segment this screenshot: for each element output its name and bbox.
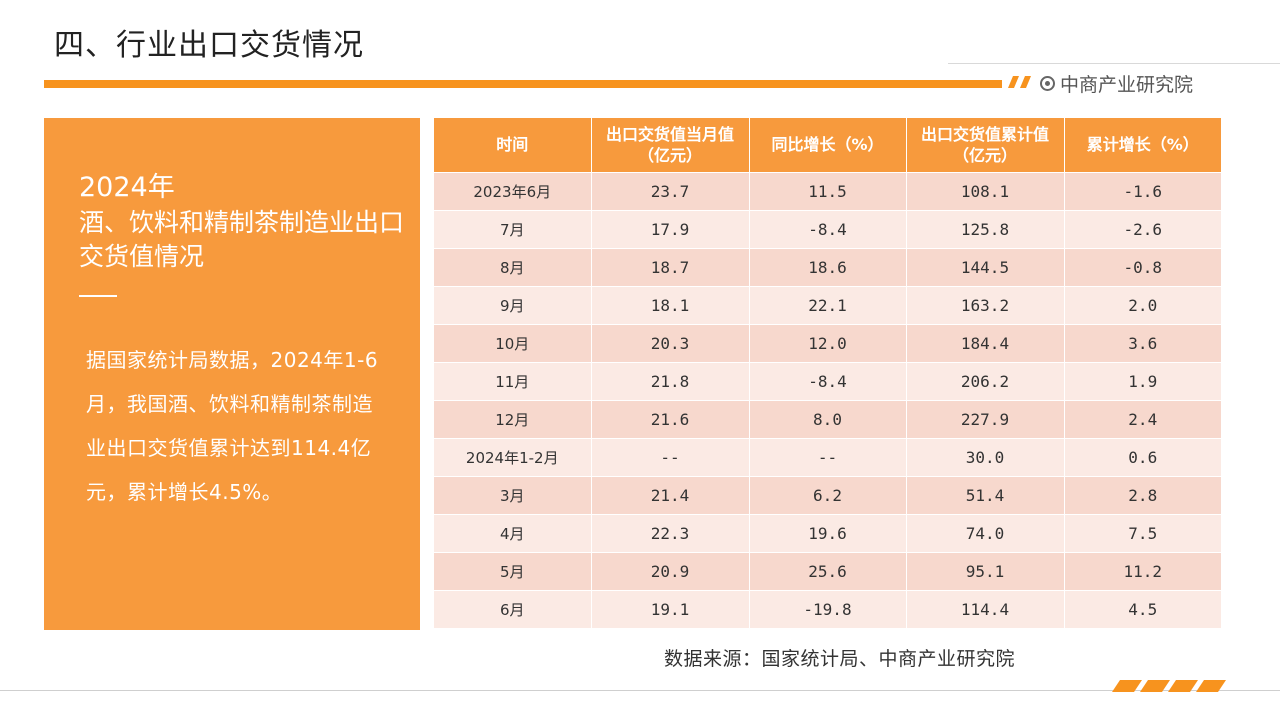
table-row: 4月 22.3 19.6 74.0 7.5: [434, 513, 1221, 552]
table-cell: 22.1: [749, 285, 907, 324]
table-cell: 18.6: [749, 247, 907, 286]
footer-divider-line: [0, 690, 1280, 691]
header-cumulative-growth: 累计增长（%）: [1064, 118, 1221, 172]
table-cell: 17.9: [591, 209, 750, 248]
summary-panel: 2024年 酒、饮料和精制茶制造业出口交货值情况 据国家统计局数据，2024年1…: [44, 118, 420, 630]
table-cell: 3月: [434, 475, 592, 514]
table-cell: 8月: [434, 247, 592, 286]
table-cell: 20.3: [591, 323, 750, 362]
page-title: 四、行业出口交货情况: [54, 28, 364, 63]
table-cell: 6月: [434, 589, 592, 628]
table-cell: 2.8: [1064, 475, 1221, 514]
table-cell: 51.4: [906, 475, 1065, 514]
table-cell: 7月: [434, 209, 592, 248]
table-cell: 19.1: [591, 589, 750, 628]
table-cell: 227.9: [906, 399, 1065, 438]
summary-body: 据国家统计局数据，2024年1-6月，我国酒、饮料和精制茶制造业出口交货值累计达…: [86, 348, 379, 504]
summary-subtitle: 酒、饮料和精制茶制造业出口交货值情况: [79, 208, 405, 271]
table-cell: -0.8: [1064, 247, 1221, 286]
header-time: 时间: [434, 118, 592, 172]
header-cumulative-value: 出口交货值累计值（亿元）: [906, 118, 1065, 172]
table-header-row: 时间 出口交货值当月值（亿元） 同比增长（%） 出口交货值累计值（亿元） 累计增…: [434, 118, 1221, 172]
table-cell: -2.6: [1064, 209, 1221, 248]
table-cell: 125.8: [906, 209, 1065, 248]
header-monthly-value: 出口交货值当月值（亿元）: [591, 118, 750, 172]
table-cell: 4月: [434, 513, 592, 552]
table-cell: 18.7: [591, 247, 750, 286]
table-cell: -19.8: [749, 589, 907, 628]
table-cell: 18.1: [591, 285, 750, 324]
table-cell: 5月: [434, 551, 592, 590]
table-cell: --: [749, 437, 907, 476]
table-cell: 21.6: [591, 399, 750, 438]
table-cell: 20.9: [591, 551, 750, 590]
table-row: 12月 21.6 8.0 227.9 2.4: [434, 399, 1221, 438]
table-cell: 144.5: [906, 247, 1065, 286]
table-cell: 2024年1-2月: [434, 437, 592, 476]
table-cell: 1.9: [1064, 361, 1221, 400]
table-cell: 206.2: [906, 361, 1065, 400]
table-cell: 10月: [434, 323, 592, 362]
summary-divider: [79, 295, 117, 297]
export-data-table: 时间 出口交货值当月值（亿元） 同比增长（%） 出口交货值累计值（亿元） 累计增…: [434, 118, 1221, 628]
header-divider-line: [948, 63, 1280, 64]
table-row: 7月 17.9 -8.4 125.8 -2.6: [434, 209, 1221, 248]
table-row: 3月 21.4 6.2 51.4 2.8: [434, 475, 1221, 514]
table-row: 2024年1-2月 -- -- 30.0 0.6: [434, 437, 1221, 476]
table-cell: 95.1: [906, 551, 1065, 590]
summary-year: 2024年: [79, 172, 175, 203]
table-row: 2023年6月 23.7 11.5 108.1 -1.6: [434, 171, 1221, 210]
footer-stripes-decoration: [1112, 680, 1226, 692]
table-cell: 12.0: [749, 323, 907, 362]
table-cell: 3.6: [1064, 323, 1221, 362]
table-cell: 2.4: [1064, 399, 1221, 438]
table-row: 6月 19.1 -19.8 114.4 4.5: [434, 589, 1221, 628]
table-row: 5月 20.9 25.6 95.1 11.2: [434, 551, 1221, 590]
table-cell: 0.6: [1064, 437, 1221, 476]
table-row: 9月 18.1 22.1 163.2 2.0: [434, 285, 1221, 324]
header-yoy-growth: 同比增长（%）: [749, 118, 907, 172]
table-cell: 108.1: [906, 171, 1065, 210]
table-cell: 163.2: [906, 285, 1065, 324]
table-cell: 19.6: [749, 513, 907, 552]
table-cell: 23.7: [591, 171, 750, 210]
table-cell: -8.4: [749, 361, 907, 400]
table-cell: 21.4: [591, 475, 750, 514]
table-cell: 30.0: [906, 437, 1065, 476]
table-row: 11月 21.8 -8.4 206.2 1.9: [434, 361, 1221, 400]
table-cell: 11.5: [749, 171, 907, 210]
table-cell: 11.2: [1064, 551, 1221, 590]
table-cell: 22.3: [591, 513, 750, 552]
table-cell: 25.6: [749, 551, 907, 590]
table-cell: 21.8: [591, 361, 750, 400]
table-cell: 2023年6月: [434, 171, 592, 210]
table-cell: 4.5: [1064, 589, 1221, 628]
table-cell: 9月: [434, 285, 592, 324]
brand-logo: 中商产业研究院: [1040, 70, 1193, 96]
table-cell: 8.0: [749, 399, 907, 438]
table-cell: 7.5: [1064, 513, 1221, 552]
table-cell: 114.4: [906, 589, 1065, 628]
table-cell: 74.0: [906, 513, 1065, 552]
slant-stripes-decoration: [1008, 76, 1031, 88]
table-cell: 184.4: [906, 323, 1065, 362]
table-cell: -8.4: [749, 209, 907, 248]
table-cell: 12月: [434, 399, 592, 438]
table-cell: 2.0: [1064, 285, 1221, 324]
table-row: 8月 18.7 18.6 144.5 -0.8: [434, 247, 1221, 286]
data-source-note: 数据来源：国家统计局、中商产业研究院: [664, 648, 1016, 670]
brand-logo-icon: [1040, 75, 1055, 91]
table-cell: -1.6: [1064, 171, 1221, 210]
title-accent-bar: [44, 80, 1002, 88]
table-cell: --: [591, 437, 750, 476]
brand-logo-text: 中商产业研究院: [1060, 73, 1194, 96]
table-cell: 11月: [434, 361, 592, 400]
table-row: 10月 20.3 12.0 184.4 3.6: [434, 323, 1221, 362]
table-cell: 6.2: [749, 475, 907, 514]
